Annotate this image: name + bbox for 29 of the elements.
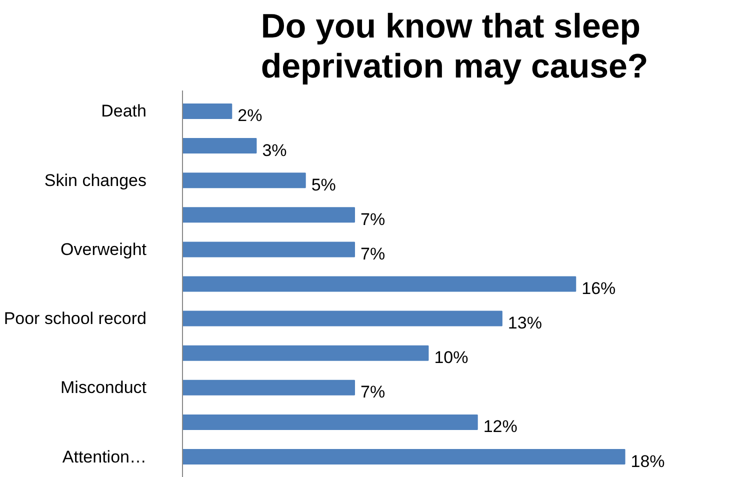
y-tick-label: Poor school record bbox=[4, 309, 147, 328]
bar bbox=[182, 380, 355, 396]
data-label: 3% bbox=[262, 140, 287, 160]
data-label: 12% bbox=[483, 417, 518, 436]
data-label: 16% bbox=[582, 279, 616, 298]
bar bbox=[182, 103, 232, 119]
y-tick-label: Skin changes bbox=[44, 170, 147, 190]
y-tick-label: Death bbox=[101, 102, 147, 121]
bar bbox=[182, 345, 429, 361]
bar bbox=[182, 207, 355, 223]
bar bbox=[182, 138, 257, 154]
data-label: 7% bbox=[360, 244, 386, 264]
data-label: 7% bbox=[360, 382, 386, 402]
y-tick-label: Misconduct bbox=[60, 378, 147, 398]
chart-title: Do you know that sleep deprivation may cause? bbox=[260, 8, 648, 86]
bar bbox=[182, 172, 306, 188]
bar bbox=[182, 414, 478, 430]
bar bbox=[182, 242, 355, 258]
data-label: 10% bbox=[434, 348, 468, 368]
data-label: 18% bbox=[630, 452, 665, 471]
data-label: 13% bbox=[508, 314, 542, 333]
bar bbox=[182, 310, 502, 326]
bar bbox=[182, 449, 626, 465]
data-label: 5% bbox=[311, 175, 336, 194]
data-label: 2% bbox=[238, 106, 262, 126]
y-tick-label: Overweight bbox=[60, 240, 147, 259]
y-tick-label: Attention… bbox=[62, 447, 147, 466]
data-label: 7% bbox=[360, 210, 386, 229]
bar bbox=[182, 276, 576, 292]
